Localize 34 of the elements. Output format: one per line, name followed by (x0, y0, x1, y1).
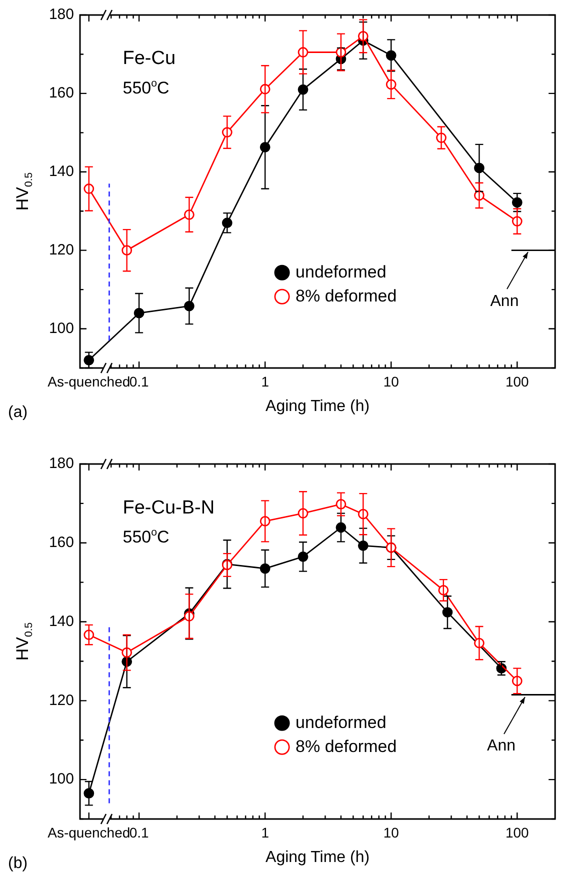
x-axis-title: Aging Time (h) (266, 848, 370, 866)
x-tick-label: 100 (505, 824, 530, 840)
y-axis-title: HV0.5 (13, 622, 35, 661)
y-axis-title: HV0.5 (13, 172, 35, 211)
annotation: Fe-Cu (122, 48, 176, 70)
y-tick-label: 100 (48, 770, 74, 788)
legend-label: 8% deformed (296, 736, 397, 756)
y-tick-label: 180 (48, 6, 74, 24)
y-tick-label: 140 (48, 612, 74, 630)
y-tick-label: 120 (48, 241, 74, 258)
y-tick-label: 160 (48, 84, 74, 102)
x-tick-label: 1 (261, 824, 270, 840)
text: (a) (8, 404, 28, 421)
y-tick-label: 140 (48, 163, 74, 180)
x-tick-label: 1 (261, 373, 270, 390)
legend-label: undeformed (296, 712, 386, 732)
x-axis-title: Aging Time (h) (266, 398, 370, 415)
x-tick-label: 0.1 (129, 373, 149, 390)
x-tick-label: 10 (383, 373, 400, 390)
annotation: Ann (490, 293, 519, 310)
x-tick-label: As-quenched (48, 373, 130, 390)
x-tick-label: As-quenched (48, 824, 130, 840)
y-tick-label: 160 (48, 534, 74, 552)
x-tick-label: 0.1 (129, 824, 149, 840)
y-tick-label: 100 (48, 320, 74, 337)
y-tick-label: 120 (48, 692, 74, 709)
text: (b) (8, 854, 28, 872)
legend-label: 8% deformed (296, 286, 397, 306)
legend-label: undeformed (296, 262, 386, 282)
annotation: Fe-Cu-B-N (122, 497, 215, 518)
x-tick-label: 10 (383, 824, 400, 840)
annotation: Ann (487, 738, 516, 755)
x-tick-label: 100 (505, 373, 530, 390)
y-tick-label: 180 (48, 455, 74, 472)
